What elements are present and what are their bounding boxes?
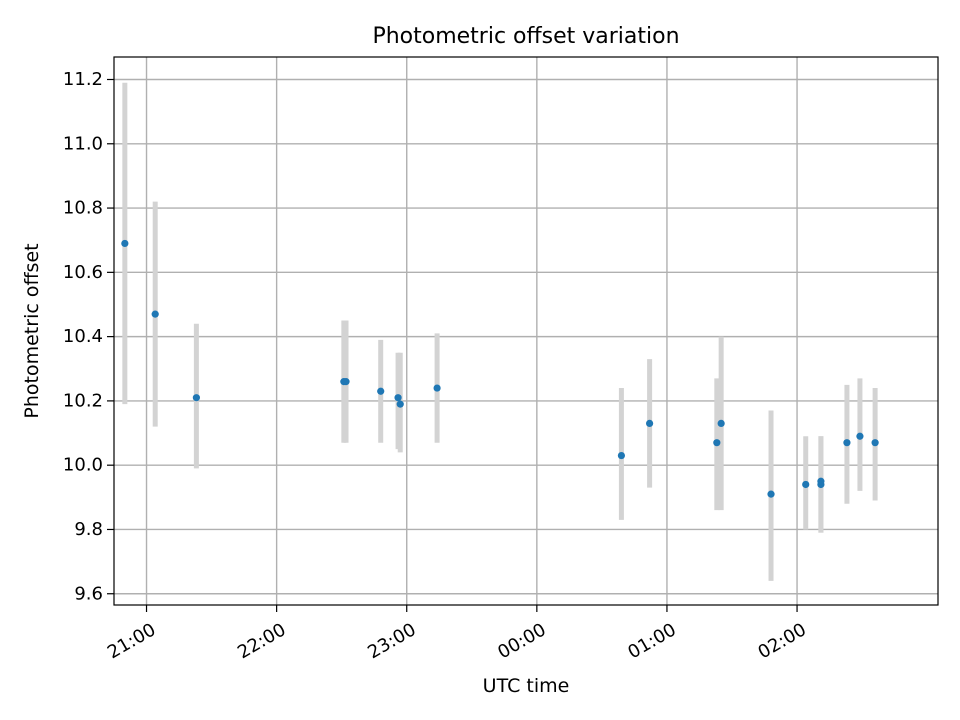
y-tick-label: 10.0 [63,455,103,476]
data-point [802,480,810,489]
grid [114,57,938,605]
data-point [843,439,851,447]
y-axis-ticks: 9.6 9.8 10.0 10.2 10.4 10.6 10.8 11.0 11.2 [63,69,114,604]
y-tick-label: 10.8 [63,198,103,219]
y-tick-label: 10.6 [63,262,103,283]
data-point [617,451,626,460]
data-point [856,432,864,440]
y-tick-label: 10.2 [63,390,103,411]
data-point [151,310,159,318]
plot-frame [113,56,939,606]
data-point [713,439,721,447]
data-point [646,419,654,428]
chart-title: Photometric offset variation [372,24,679,49]
data-points [121,239,879,498]
data-point [394,394,402,402]
y-tick-label: 10.4 [63,326,103,347]
data-point [377,387,385,395]
data-point [396,400,404,408]
data-point [817,477,825,485]
y-axis-label: Photometric offset [21,243,43,418]
data-point [767,490,775,498]
y-tick-label: 11.0 [63,133,103,154]
y-tick-label: 9.6 [74,583,103,604]
data-point [121,239,129,248]
data-point [433,384,441,392]
data-point [342,378,350,386]
y-tick-label: 11.2 [63,69,103,90]
x-axis-label: UTC time [483,675,570,697]
data-point [717,419,725,428]
data-point [192,394,200,402]
data-point [871,439,879,447]
y-tick-label: 9.8 [74,519,103,540]
